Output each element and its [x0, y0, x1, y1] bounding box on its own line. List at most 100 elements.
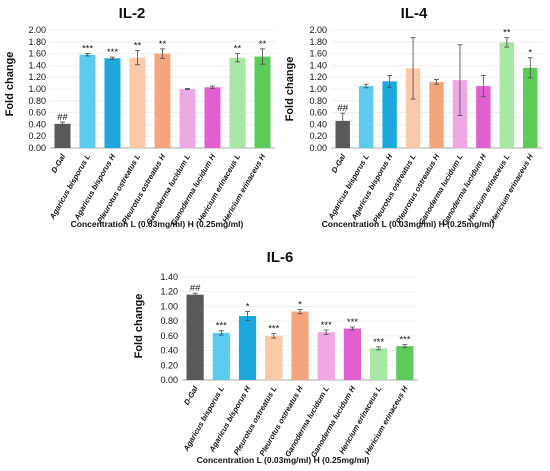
il-4-y-tick-label: 1.40: [309, 60, 327, 70]
il-4-category-label: Pleurotus ostreatus L: [371, 152, 418, 224]
il-2-y-tick-label: 0.20: [28, 131, 46, 141]
il-4-bar: [358, 86, 374, 148]
il-2-y-axis-label: Fold change: [4, 52, 16, 117]
il-6-y-tick-label: 0.60: [160, 331, 178, 341]
il-6-significance-label: ***: [216, 321, 227, 332]
il-6-y-axis-label: Fold change: [133, 294, 145, 359]
il-2-category-label: D-Gal: [49, 152, 67, 175]
il-4-category-label: Hericium erinaceus H: [488, 152, 535, 224]
il-6-bar: [396, 346, 414, 380]
il-2-significance-label: **: [134, 41, 142, 52]
il-4-y-tick-label: 0.80: [309, 96, 327, 106]
il-2-x-axis-label: Concentration L (0.03mg/ml) H (0.25mg/ml…: [71, 219, 244, 229]
il-2-category-label: Ganoderma lucidum H: [169, 152, 218, 227]
il-6-bar: [291, 311, 309, 380]
il-6-bar: [212, 332, 230, 380]
il-2-bar: [254, 56, 271, 148]
il-6-significance-label: *: [246, 302, 250, 313]
il-4-y-tick-label: 2.00: [309, 25, 327, 35]
il-6-y-tick-label: 0.20: [160, 360, 178, 370]
il-6-bar: [265, 335, 283, 380]
il-4-significance-label: **: [503, 28, 511, 39]
il-6-y-tick-label: 0.00: [160, 375, 178, 385]
il-2-significance-label: ##: [57, 112, 68, 123]
il-6-significance-label: *: [298, 299, 302, 310]
il-4-bar: [335, 120, 350, 148]
il-6-y-tick-label: 0.80: [160, 316, 178, 326]
il-4-category-label: Ganoderma lucidum H: [440, 152, 489, 227]
il-4-y-tick-label: 0.20: [309, 131, 327, 141]
il-4-y-axis-label: Fold change: [284, 57, 296, 122]
il-2-y-tick-label: 0.80: [28, 96, 46, 106]
il-2-y-tick-label: 0.60: [28, 108, 46, 118]
il-4-significance-label: *: [528, 48, 532, 59]
il-4-bar: [499, 42, 515, 148]
il-4-y-tick-label: 0.00: [309, 143, 327, 153]
il-4-y-tick-label: 0.40: [309, 119, 327, 129]
il-6-title: IL-6: [267, 249, 294, 266]
il-6-significance-label: ***: [399, 335, 410, 346]
il-2-y-tick-label: 1.20: [28, 72, 46, 82]
il-4-bar: [523, 67, 538, 148]
il-2-bar: [154, 53, 171, 148]
il-2-significance-label: **: [234, 44, 242, 55]
il-2-y-tick-label: 1.80: [28, 37, 46, 47]
il-6-bar: [370, 348, 388, 380]
il-2-y-tick-label: 1.60: [28, 49, 46, 59]
il-4-chart: IL-4 Fold change Concentration L (0.03mg…: [284, 5, 542, 229]
il-2-category-label: Ganoderma lucidum L: [144, 152, 192, 226]
il-4-significance-label: ##: [337, 103, 348, 114]
il-2-significance-label: ***: [107, 47, 118, 58]
il-4-category-label: Agaricus bisporus H: [349, 152, 395, 222]
il-2-chart: IL-2 Fold change Concentration L (0.03mg…: [4, 5, 275, 229]
il-2-title: IL-2: [119, 5, 146, 22]
il-2-y-tick-label: 1.40: [28, 60, 46, 70]
il-6-y-tick-label: 1.40: [160, 272, 178, 282]
il-2-category-label: Pleurotus ostreatus H: [120, 152, 168, 225]
il-6-y-tick-label: 0.40: [160, 346, 178, 356]
il-4-category-label: Ganoderma lucidum L: [417, 152, 465, 226]
il-4-bar: [382, 81, 397, 148]
il-6-significance-label: ***: [373, 337, 384, 348]
il-4-y-tick-label: 1.80: [309, 37, 327, 47]
il-4-y-tick-label: 1.60: [309, 49, 327, 59]
il-4-y-tick-label: 0.60: [309, 108, 327, 118]
il-4-y-tick-label: 1.00: [309, 84, 327, 94]
il-2-y-tick-label: 0.40: [28, 119, 46, 129]
il-6-category-label: D-Gal: [182, 384, 200, 407]
il-6-significance-label: ***: [347, 317, 358, 328]
il-2-significance-label: **: [159, 39, 167, 50]
il-6-significance-label: ##: [190, 283, 201, 294]
il-2-bar: [129, 57, 146, 149]
il-6-significance-label: ***: [268, 324, 279, 335]
il-2-y-tick-label: 2.00: [28, 25, 46, 35]
il-4-category-label: Agaricus bisporus L: [326, 152, 371, 221]
il-6-y-tick-label: 1.20: [160, 287, 178, 297]
il-4-y-tick-label: 1.20: [309, 72, 327, 82]
il-2-bar: [54, 123, 71, 148]
il-2-bar: [204, 87, 221, 148]
il-4-category-label: Hericium erinaceus L: [465, 152, 511, 223]
il-2-y-tick-label: 1.00: [28, 84, 46, 94]
il-2-bar: [79, 54, 96, 148]
il-6-bar: [186, 294, 204, 380]
il-6-y-tick-label: 1.00: [160, 301, 178, 311]
il-2-bar: [229, 57, 246, 149]
il-2-bar: [179, 89, 196, 148]
il-6-significance-label: ***: [321, 320, 332, 331]
il-6-bar: [317, 332, 335, 380]
il-4-bar: [476, 86, 491, 148]
il-4-category-label: Pleurotus ostreatus H: [394, 152, 442, 225]
il-6-bar: [343, 328, 362, 380]
il-6-chart: IL-6 Fold change Concentration L (0.03mg…: [133, 249, 418, 465]
il-2-bar: [104, 58, 121, 148]
il-4-title: IL-4: [401, 5, 428, 22]
il-4-bar: [429, 81, 444, 148]
il-4-x-axis-label: Concentration L (0.03mg/ml) H (0.25mg/ml…: [322, 219, 495, 229]
il-2-y-tick-label: 0.00: [28, 143, 46, 153]
il-2-significance-label: **: [259, 39, 267, 50]
il-4-category-label: D-Gal: [330, 152, 348, 175]
il-2-significance-label: ***: [82, 44, 93, 55]
il-6-bar: [238, 315, 257, 380]
